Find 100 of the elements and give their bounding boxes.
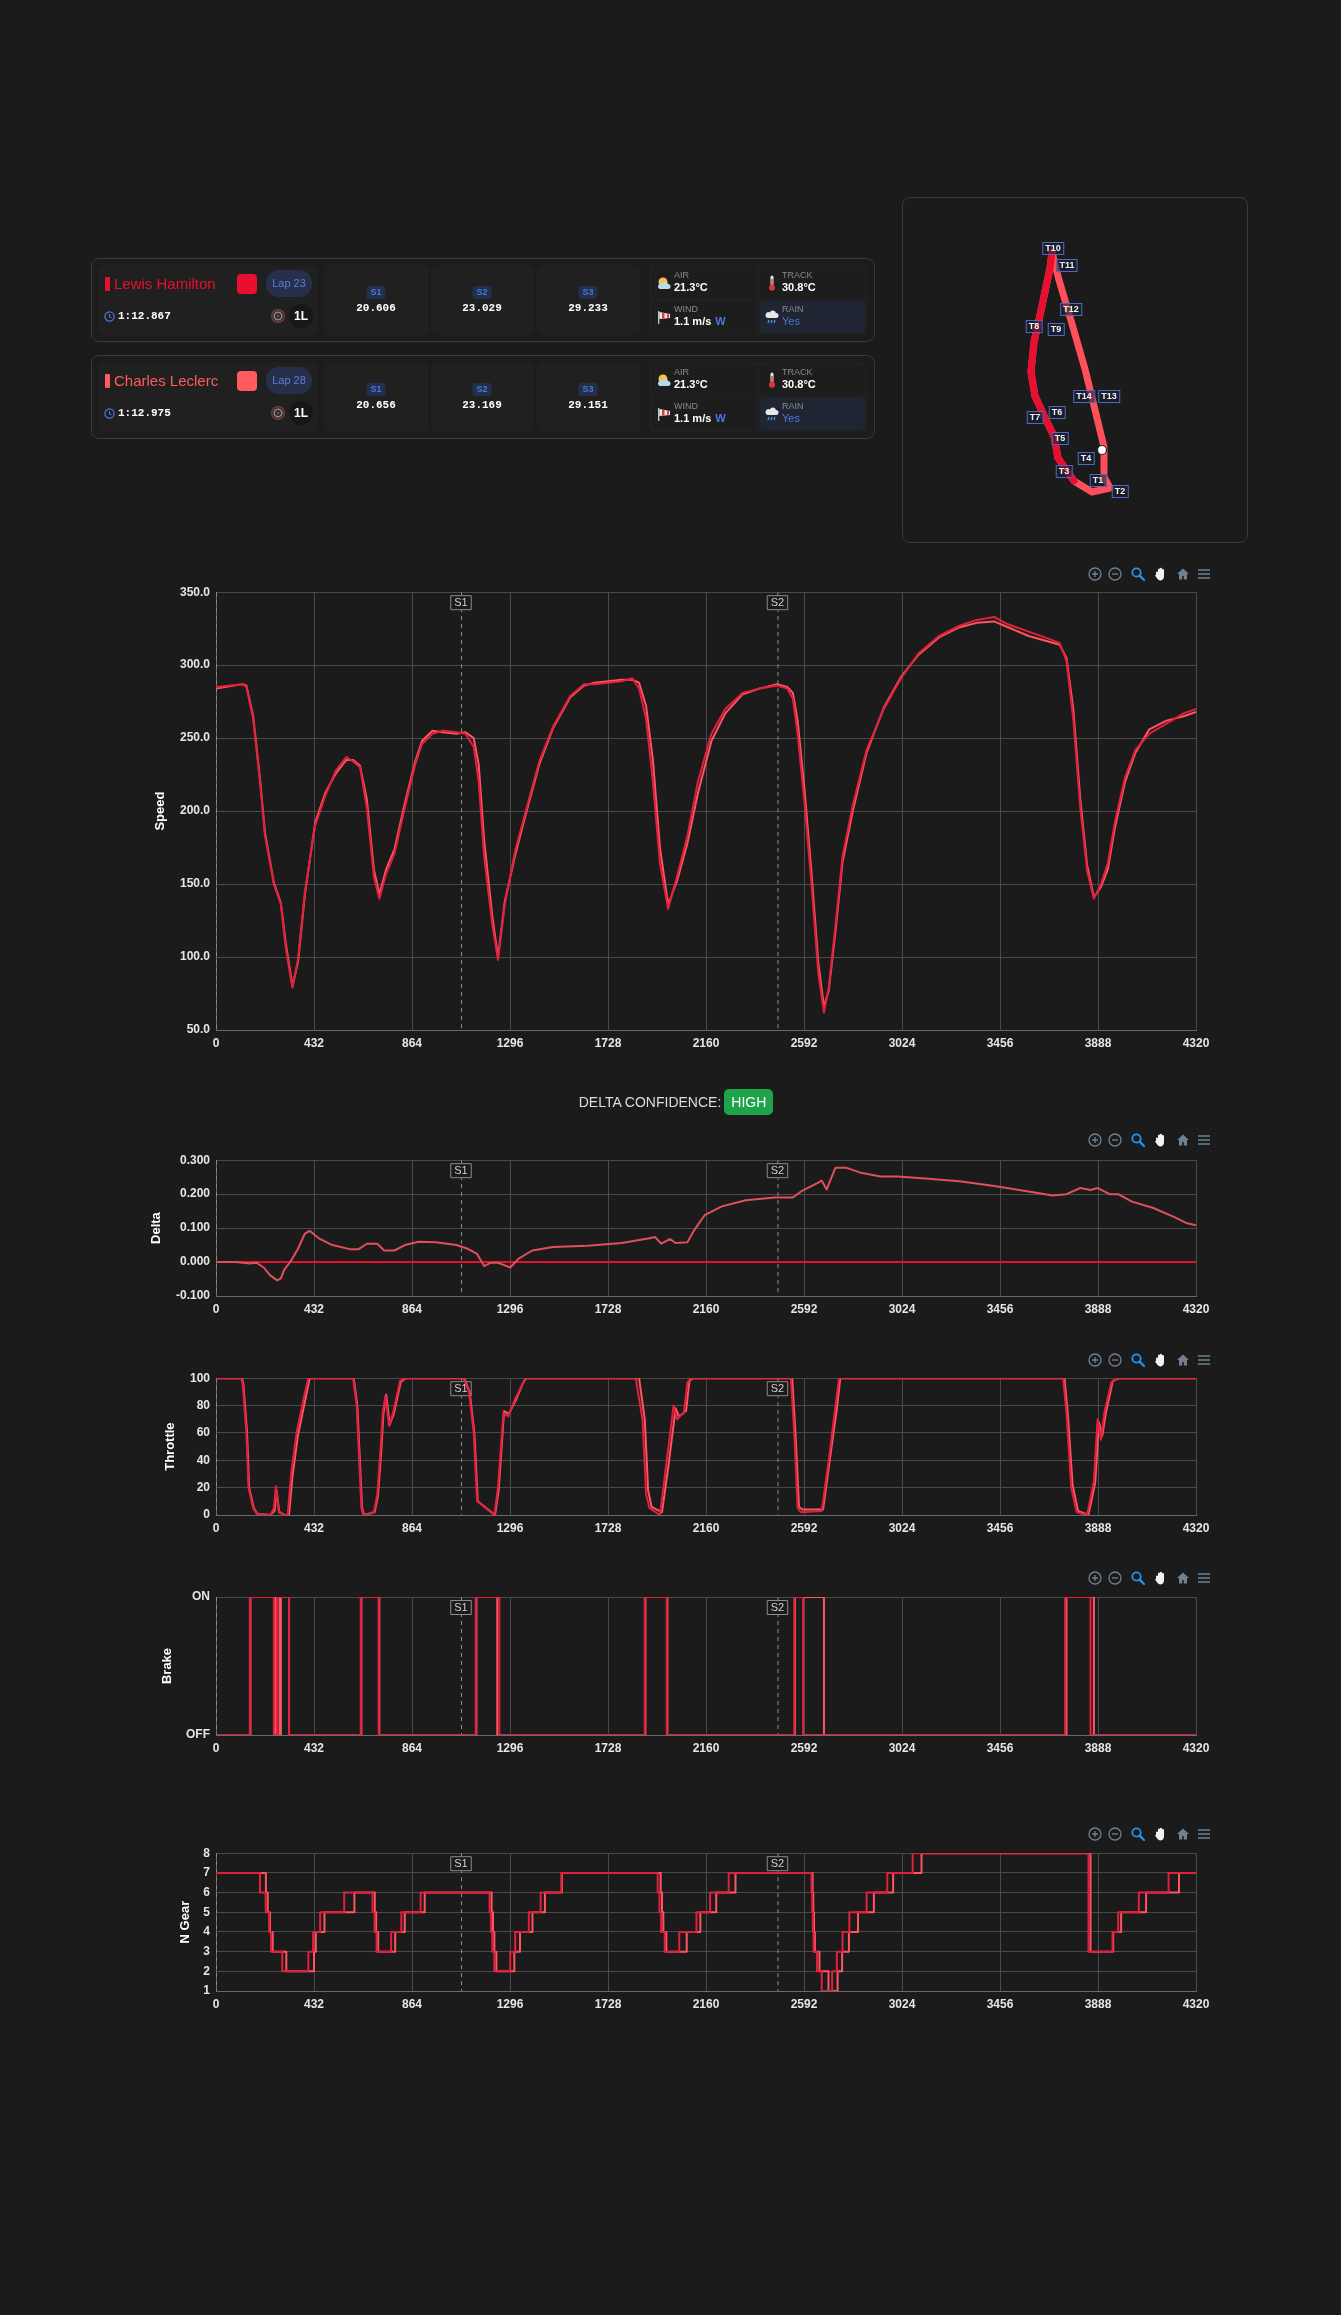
y-tick-label: 150.0: [179, 876, 211, 891]
text: RAIN: [782, 401, 804, 411]
ref-line-label: S1: [454, 596, 468, 609]
y-tick-label: 7: [203, 1865, 211, 1880]
text: T13: [1098, 390, 1120, 403]
ref-line-label: S2: [770, 1857, 785, 1870]
x-tick-label: 1296: [496, 1996, 524, 2011]
text: T10: [1042, 242, 1064, 255]
x-tick-label: 3456: [986, 1520, 1014, 1535]
x-tick-label: 1728: [594, 1996, 622, 2011]
x-tick-label: 2160: [692, 1301, 720, 1316]
text: 1L: [289, 304, 313, 328]
text: T12: [1060, 303, 1082, 316]
x-tick-label: 4320: [1182, 1740, 1210, 1755]
text: T14: [1073, 390, 1095, 403]
x-tick-label: 3888: [1084, 1740, 1112, 1755]
ref-line-label: S1: [454, 1382, 468, 1395]
y-tick-label: -0.100: [175, 1288, 211, 1303]
text: Yes: [782, 412, 800, 424]
text: 1:12.975: [118, 407, 171, 419]
ref-line-label: S1: [454, 1601, 468, 1614]
x-tick-label: 2160: [692, 1740, 720, 1755]
y-axis-title: Brake: [159, 1647, 175, 1685]
x-tick-label: 4320: [1182, 1996, 1210, 2011]
text: AIR: [674, 270, 690, 280]
x-tick-label: 3888: [1084, 1520, 1112, 1535]
y-tick-label: 0.000: [179, 1254, 211, 1269]
x-tick-label: 3024: [888, 1740, 916, 1755]
y-tick-label: 6: [203, 1884, 211, 1899]
x-tick-label: 3456: [986, 1035, 1014, 1050]
x-tick-label: 432: [303, 1301, 325, 1316]
text: T1: [1089, 474, 1107, 487]
text: Lewis Hamilton: [114, 275, 216, 292]
text: T3: [1055, 465, 1073, 478]
y-tick-label: 0.100: [179, 1220, 211, 1235]
text: TRACK: [782, 367, 813, 377]
text: 21.3°C: [674, 281, 708, 293]
x-tick-label: 2592: [790, 1740, 818, 1755]
x-tick-label: 864: [401, 1996, 423, 2011]
y-tick-label: 2: [203, 1963, 211, 1978]
y-tick-label: 80: [196, 1397, 211, 1412]
x-tick-label: 3456: [986, 1740, 1014, 1755]
text: Lap 23: [266, 270, 312, 297]
text: S3: [578, 383, 598, 396]
chart-title: DELTA CONFIDENCE:: [578, 1094, 722, 1110]
text: T8: [1025, 320, 1043, 333]
x-tick-label: 3024: [888, 1035, 916, 1050]
text: S3: [578, 286, 598, 299]
y-axis-title: Throttle: [162, 1422, 178, 1471]
text: 23.169: [462, 399, 502, 411]
y-tick-label: 100.0: [179, 949, 211, 964]
text: S2: [472, 286, 492, 299]
text: T2: [1111, 485, 1129, 498]
text: RAIN: [782, 304, 804, 314]
text: 21.3°C: [674, 378, 708, 390]
y-tick-label: 3: [203, 1943, 211, 1958]
text: T6: [1048, 406, 1066, 419]
text: T5: [1051, 432, 1069, 445]
x-tick-label: 864: [401, 1301, 423, 1316]
y-tick-label: 40: [196, 1452, 211, 1467]
x-tick-label: 2592: [790, 1996, 818, 2011]
text: S1: [366, 286, 386, 299]
x-tick-label: 1296: [496, 1301, 524, 1316]
x-tick-label: 864: [401, 1740, 423, 1755]
y-tick-label: 5: [203, 1904, 211, 1919]
text: T7: [1026, 411, 1044, 424]
text: TRACK: [782, 270, 813, 280]
y-tick-label: 200.0: [179, 803, 211, 818]
y-tick-label: 250.0: [179, 730, 211, 745]
text: ON: [192, 1589, 210, 1604]
y-tick-label: 0.200: [179, 1186, 211, 1201]
y-tick-label: 0: [203, 1507, 211, 1522]
x-tick-label: 1728: [594, 1740, 622, 1755]
text: T9: [1047, 323, 1065, 336]
y-tick-label: 300.0: [179, 657, 211, 672]
text: Yes: [782, 315, 800, 327]
y-tick-label: 8: [203, 1845, 211, 1860]
x-tick-label: 3456: [986, 1996, 1014, 2011]
text: 1:12.867: [118, 310, 171, 322]
ref-line-label: S1: [454, 1857, 468, 1870]
x-tick-label: 2592: [790, 1301, 818, 1316]
x-tick-label: 3888: [1084, 1035, 1112, 1050]
text: WIND: [674, 304, 698, 314]
text: 1L: [289, 401, 313, 425]
x-tick-label: 4320: [1182, 1520, 1210, 1535]
ref-line-label: S2: [770, 1601, 785, 1614]
y-tick-label: 20: [196, 1479, 211, 1494]
ref-line-label: S2: [770, 1382, 785, 1395]
x-tick-label: 3024: [888, 1301, 916, 1316]
x-tick-label: 2160: [692, 1996, 720, 2011]
text: 29.233: [568, 302, 608, 314]
text: 29.151: [568, 399, 608, 411]
x-tick-label: 1728: [594, 1301, 622, 1316]
text: WIND: [674, 401, 698, 411]
x-tick-label: 4320: [1182, 1035, 1210, 1050]
text: 1.1 m/s: [674, 315, 712, 327]
x-tick-label: 1296: [496, 1520, 524, 1535]
x-tick-label: 3024: [888, 1520, 916, 1535]
text: W: [715, 412, 726, 424]
text: AIR: [674, 367, 690, 377]
